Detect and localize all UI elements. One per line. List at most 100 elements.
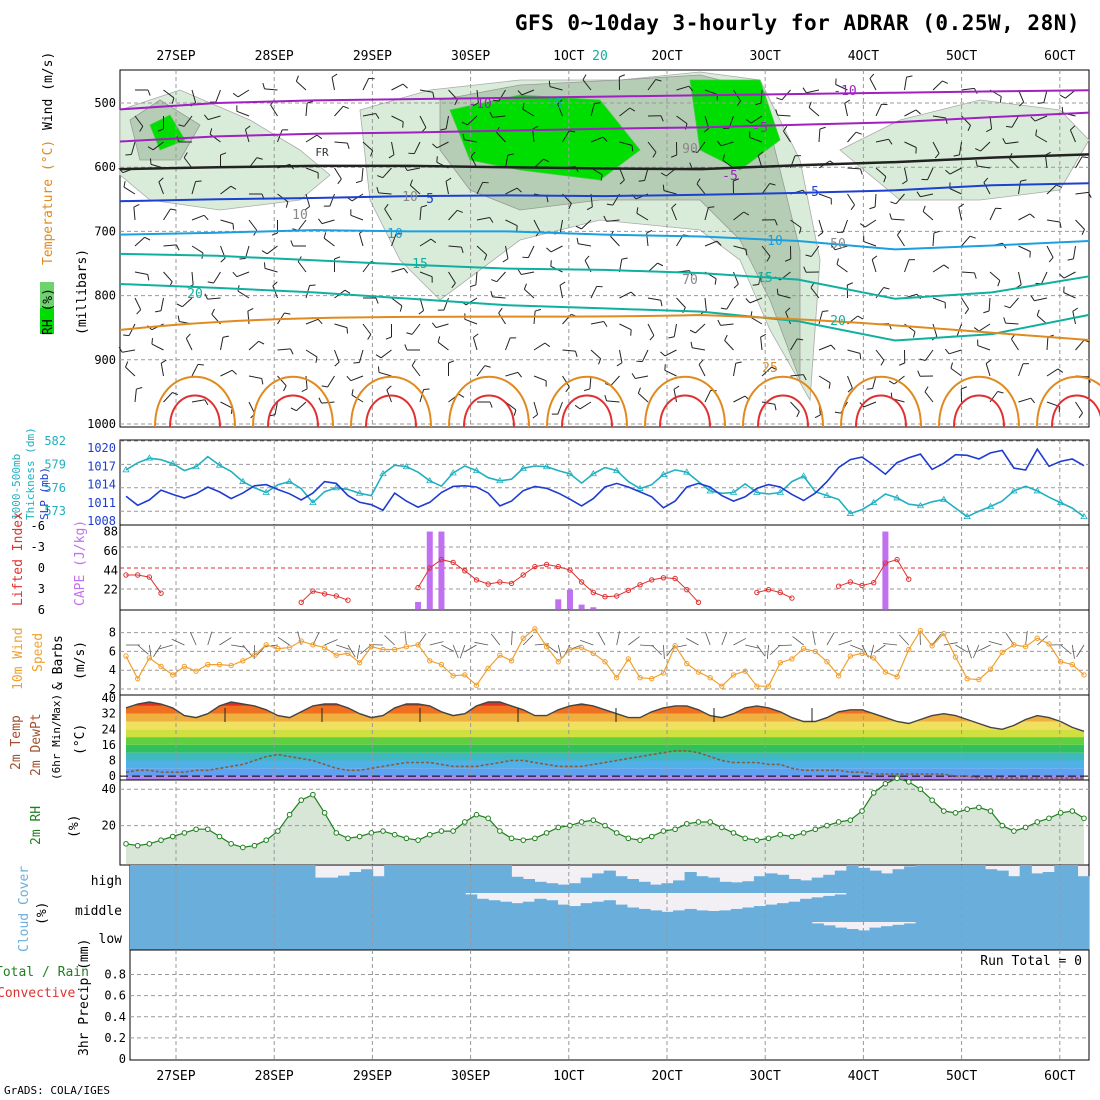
temp2m-series — [125, 701, 1085, 779]
series-SLP (mb) — [125, 447, 1085, 512]
wind-barb — [904, 109, 917, 117]
wind-barb — [704, 240, 718, 247]
cloud-cell-middle — [696, 910, 709, 922]
wind-speed-point — [613, 675, 620, 681]
cloud-cell-low — [961, 922, 975, 950]
cloud-level-label: high — [91, 874, 122, 889]
wind-barb-feather — [176, 303, 183, 308]
wind10-axis: 8 6 4 2 — [109, 626, 116, 696]
wind-barb — [590, 321, 604, 325]
wind-speed-point — [275, 645, 281, 652]
wind-barb — [183, 157, 193, 169]
wind-barb — [1043, 89, 1048, 103]
wind-speed-point — [695, 669, 702, 675]
cloud-cell-middle — [1077, 893, 1090, 922]
isotherm-25 — [448, 375, 530, 428]
pressure-axis: 500 600 700 800 900 1000 — [87, 96, 116, 431]
wind10-barb — [159, 644, 173, 650]
wind-barb-feather — [717, 319, 722, 326]
contour-label: 90 — [682, 142, 698, 157]
wind-barb-feather — [783, 125, 788, 132]
wind-barb-feather — [507, 153, 514, 156]
y-tick-label: 22 — [104, 583, 118, 597]
wind-barb-feather — [871, 255, 878, 260]
wind-barb-feather — [776, 288, 779, 295]
rh2m-point — [929, 797, 935, 803]
wind-barb — [207, 297, 221, 300]
wind10-barb — [777, 644, 792, 647]
wind-barb-feather — [598, 358, 602, 365]
wind10-barb — [459, 644, 466, 659]
lifted-index-point — [777, 589, 783, 596]
cloud-cell-low — [291, 922, 304, 950]
y-tick-label: 576 — [44, 481, 66, 495]
cloud-cell-middle — [765, 904, 778, 922]
wind-barb-feather — [147, 146, 154, 151]
isotherm-30 — [365, 394, 417, 428]
wind-speed-point — [789, 656, 795, 662]
wind-barb — [264, 88, 278, 91]
wind-barb-feather — [498, 307, 503, 314]
temp-band — [126, 760, 1084, 769]
wind-barb-feather — [149, 158, 152, 165]
cloud-cell-high — [1042, 872, 1055, 893]
wind-speed-point — [298, 638, 304, 644]
lifted-index-point — [485, 581, 491, 587]
isotherm-30 — [1051, 394, 1100, 428]
cloud-cell-low — [153, 922, 166, 950]
temperature-label: Temperature (°C) — [41, 140, 56, 265]
wind-barb — [818, 219, 824, 233]
wind-barb-feather — [239, 257, 246, 260]
wind-barb-feather — [409, 179, 413, 186]
wind-barb — [726, 297, 734, 310]
wind-speed-point — [345, 650, 351, 656]
wind-barb-feather — [125, 361, 129, 368]
wind-speed-point — [590, 650, 597, 656]
wind-barb — [334, 323, 348, 329]
wind-barb — [589, 375, 592, 389]
rh2m-point — [275, 828, 281, 834]
wind-barb — [696, 183, 706, 195]
top-date-label: 6OCT — [1044, 49, 1075, 64]
rh2m-point — [941, 808, 947, 814]
wind-barb — [160, 363, 164, 377]
wind-barb-feather — [559, 281, 566, 286]
wind-barb-feather — [261, 378, 264, 385]
rh2m-point — [812, 826, 819, 833]
wind-speed-point — [730, 672, 737, 678]
wind10-barb — [474, 641, 489, 646]
wind-barb-feather — [857, 315, 864, 320]
rh2m-point — [391, 831, 398, 838]
cloud-cell-high — [857, 867, 871, 893]
wind-barb-feather — [285, 201, 289, 208]
wind-barb — [464, 318, 478, 325]
wind-barb-feather — [743, 211, 750, 216]
wind-barb — [1035, 135, 1048, 143]
cloud-cell-middle — [557, 904, 570, 922]
wind-barb — [673, 389, 677, 403]
wind-barb — [704, 207, 709, 221]
temp-band — [126, 776, 1084, 780]
bottom-date-axis: 27SEP 28SEP 29SEP 30SEP 1OCT 2OCT 3OCT 4OCT 5OCT… — [156, 1069, 1075, 1084]
wind-barb — [505, 245, 509, 259]
isotherm-25 — [1036, 375, 1100, 428]
wind-speed-point — [894, 674, 900, 680]
thickness-point — [1056, 498, 1065, 506]
wind-barb-feather — [668, 336, 675, 339]
wind10-barb — [464, 644, 477, 653]
contour-label: -5 — [722, 169, 738, 184]
wind-speed-point — [882, 669, 889, 675]
wind-barb — [790, 374, 804, 377]
wind-barb — [891, 218, 905, 221]
wind-speed-point — [263, 642, 269, 648]
y-tick-label: 500 — [94, 96, 116, 110]
isotherm-30 — [463, 394, 515, 428]
wind-barb — [358, 233, 364, 247]
cloud-cell-high — [684, 872, 697, 893]
cloud-cell-high — [881, 873, 894, 893]
wind-barb-feather — [222, 335, 229, 338]
rh2m-point — [1046, 815, 1052, 822]
top-date-label: 27SEP — [156, 49, 195, 64]
wind-barb-feather — [1059, 94, 1066, 99]
wind-barb — [419, 238, 432, 247]
